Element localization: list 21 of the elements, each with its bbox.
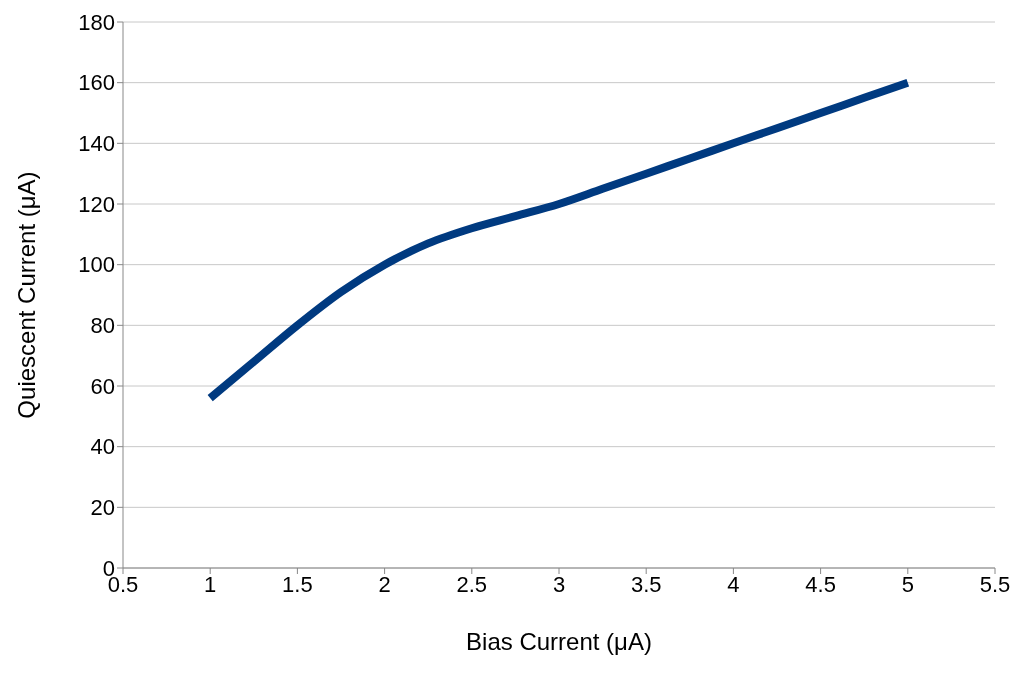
x-tick-label: 3 (552, 571, 566, 597)
x-tick-label: 1.5 (282, 571, 313, 597)
y-tick-label: 160 (78, 70, 115, 96)
y-tick-label: 100 (78, 252, 115, 278)
y-tick-label: 140 (78, 131, 115, 157)
x-tick-label: 4 (727, 571, 740, 597)
y-tick-label: 40 (90, 434, 115, 460)
x-tick-label: 2.5 (456, 571, 488, 597)
x-tick-label: 2 (378, 571, 391, 597)
x-tick-label: 3.5 (630, 571, 662, 597)
y-tick-label: 60 (90, 373, 115, 399)
y-tick-label: 120 (78, 191, 115, 217)
y-tick-label: 20 (90, 495, 115, 521)
x-tick-label: 1 (204, 571, 217, 597)
y-tick-label: 80 (90, 313, 115, 339)
y-tick-label: 180 (78, 9, 115, 35)
x-axis-title: Bias Current (μA) (466, 628, 652, 655)
y-axis-title: Quiescent Current (μA) (12, 171, 40, 419)
x-tick-label: 5 (901, 571, 914, 597)
x-tick-label: 5.5 (979, 571, 1011, 597)
x-tick-label: 4.5 (805, 571, 836, 597)
